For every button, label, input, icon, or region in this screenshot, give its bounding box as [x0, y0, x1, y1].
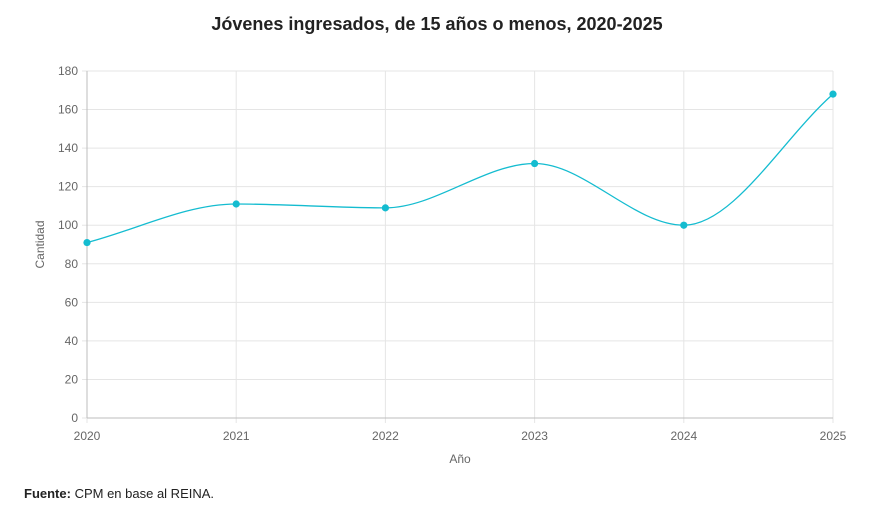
y-tick-label: 120 — [58, 180, 78, 194]
source-note: Fuente: CPM en base al REINA. — [24, 486, 214, 501]
y-tick-label: 100 — [58, 218, 78, 232]
axes — [86, 71, 833, 419]
y-tick-label: 40 — [65, 334, 79, 348]
y-tick-label: 180 — [58, 64, 78, 78]
x-tick-label: 2021 — [223, 429, 250, 443]
grid-lines — [82, 70, 834, 423]
y-tick-label: 140 — [58, 141, 78, 155]
x-tick-label: 2025 — [820, 429, 847, 443]
data-point[interactable] — [680, 221, 688, 229]
y-tick-label: 20 — [65, 372, 79, 386]
x-tick-label: 2023 — [521, 429, 548, 443]
x-tick-label: 2020 — [74, 429, 101, 443]
y-tick-labels: 0 20 40 60 80 100 120 140 160 180 — [58, 64, 78, 425]
chart-title: Jóvenes ingresados, de 15 años o menos, … — [211, 14, 663, 34]
y-tick-label: 160 — [58, 103, 78, 117]
x-tick-labels: 2020 2021 2022 2023 2024 2025 — [74, 429, 847, 443]
source-label: Fuente: — [24, 486, 71, 501]
y-axis-title: Cantidad — [33, 220, 47, 268]
x-axis-title: Año — [449, 452, 471, 466]
data-point[interactable] — [829, 90, 837, 98]
series-layer — [83, 90, 837, 247]
y-tick-label: 80 — [65, 257, 79, 271]
data-point[interactable] — [232, 200, 240, 208]
series-line — [86, 93, 834, 244]
y-tick-label: 60 — [65, 295, 79, 309]
data-point[interactable] — [83, 238, 91, 247]
source-text: CPM en base al REINA. — [74, 486, 215, 501]
data-point[interactable] — [531, 159, 539, 168]
data-point[interactable] — [381, 204, 389, 212]
x-tick-label: 2024 — [670, 429, 697, 443]
x-tick-label: 2022 — [372, 429, 399, 443]
y-tick-label: 0 — [71, 411, 78, 425]
